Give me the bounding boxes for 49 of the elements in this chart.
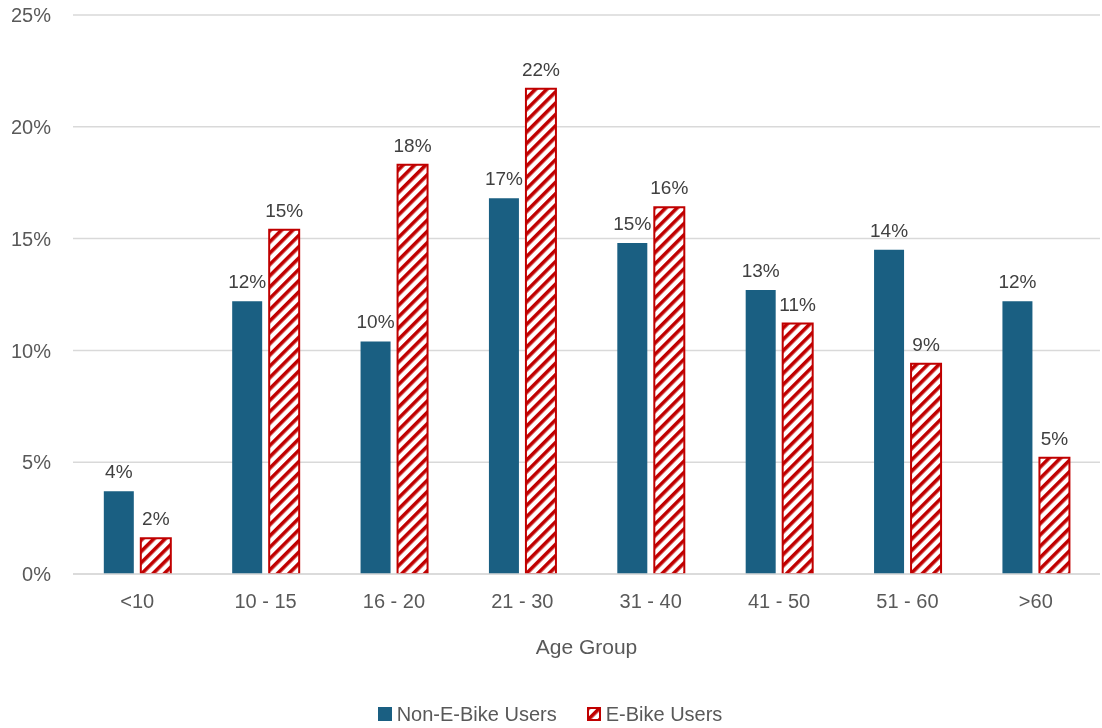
x-tick-label: 41 - 50 — [747, 590, 811, 613]
bar — [103, 491, 134, 574]
x-tick-label: 16 - 20 — [362, 590, 426, 613]
bar — [1002, 301, 1033, 574]
data-label: 15% — [613, 213, 652, 235]
x-tick-label: 51 - 60 — [876, 590, 939, 613]
bar — [781, 322, 814, 574]
legend-label: Non-E-Bike Users — [396, 703, 557, 725]
data-label: 10% — [356, 311, 395, 333]
bar — [268, 228, 301, 574]
data-label: 14% — [870, 219, 909, 241]
x-tick-label: 31 - 40 — [619, 590, 682, 613]
bar — [1038, 456, 1071, 574]
data-label: 22% — [521, 58, 561, 80]
bar — [617, 243, 648, 574]
x-tick-label: >60 — [1018, 590, 1053, 613]
data-label: 9% — [912, 333, 940, 355]
data-label: 12% — [228, 271, 267, 293]
bar — [524, 87, 557, 574]
bar — [396, 163, 429, 574]
bar — [232, 301, 263, 574]
bar — [360, 341, 391, 574]
y-tick-label: 20% — [10, 115, 52, 138]
y-tick-label: 25% — [10, 4, 52, 27]
data-label: 2% — [142, 508, 170, 530]
y-tick-label: 10% — [10, 339, 52, 362]
bar — [745, 290, 776, 574]
data-label: 5% — [1040, 427, 1069, 449]
x-tick-label: 21 - 30 — [491, 590, 554, 613]
data-label: 17% — [484, 168, 524, 190]
y-tick-label: 15% — [10, 227, 52, 250]
data-label: 13% — [741, 260, 780, 282]
x-axis-title: Age Group — [535, 635, 638, 658]
data-label: 18% — [393, 134, 432, 156]
data-label: 4% — [105, 461, 133, 483]
x-tick-label: <10 — [120, 590, 155, 613]
data-label: 11% — [779, 293, 817, 315]
x-tick-label: 10 - 15 — [234, 590, 297, 613]
y-tick-label: 5% — [22, 451, 52, 474]
y-tick-label: 0% — [22, 563, 52, 586]
legend-label: E-Bike Users — [605, 703, 723, 725]
data-label: 15% — [265, 199, 304, 221]
bar — [910, 362, 943, 574]
bar — [139, 537, 172, 574]
bar — [653, 206, 686, 574]
data-label: 12% — [998, 271, 1037, 293]
data-label: 16% — [650, 177, 689, 199]
bar — [874, 249, 905, 574]
bar — [488, 198, 519, 574]
